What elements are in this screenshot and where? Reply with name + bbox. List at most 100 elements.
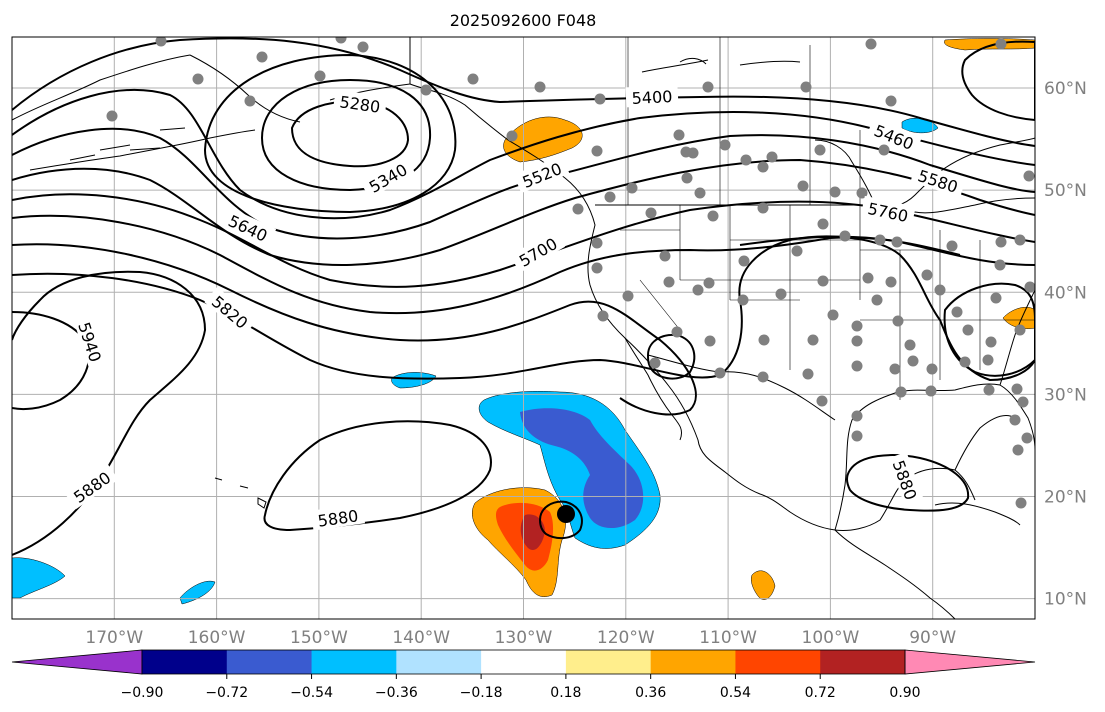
station-marker [594,93,606,105]
colorbar-label: −0.72 [205,685,248,701]
colorbar-segment [820,650,906,674]
station-marker [244,95,256,107]
station-marker [692,284,704,296]
colorbar-upper-extend [904,649,1036,675]
station-marker [990,292,1002,304]
station-marker [885,276,897,288]
latitude-label: 40°N [1044,283,1087,303]
contour-5880-north-east [961,40,1035,122]
station-marker [702,81,714,93]
longitude-label: 160°W [188,628,246,648]
hurricane-center-marker [557,505,575,523]
station-marker [758,334,770,346]
station-marker [757,202,769,214]
station-marker [862,272,874,284]
cuba [934,502,1021,526]
positive-anomaly-east [1002,307,1035,329]
station-marker [926,363,938,375]
longitude-label: 150°W [290,628,348,648]
southeast-coast [954,415,1016,471]
longitude-label: 100°W [802,628,860,648]
contour-5880-gulf [846,454,970,512]
station-marker [707,210,719,222]
station-marker [1011,383,1023,395]
station-marker [663,276,675,288]
station-marker [871,294,883,306]
station-marker [892,315,904,327]
contour-label-background [625,84,679,108]
station-marker [687,147,699,159]
contour-label-background [204,286,257,336]
station-marker [829,186,841,198]
station-marker [626,182,638,194]
latitude-label: 60°N [1044,79,1087,99]
station-marker [604,191,616,203]
station-marker [719,139,731,151]
station-marker [800,81,812,93]
station-marker [856,187,868,199]
colorbar-label: −0.18 [460,685,503,701]
station-marker [645,207,657,219]
longitude-label: 130°W [495,628,553,648]
station-marker [839,230,851,242]
colorbar-segment [226,650,313,674]
longitude-labels: 170°W 160°W 150°W 140°W 130°W 120°W 110°W 100°W… [85,628,956,648]
station-marker [985,336,997,348]
colorbar-label: 0.90 [889,685,920,701]
station-marker [817,218,829,230]
longitude-label: 90°W [909,628,956,648]
contour-5880-pacific [263,420,492,532]
station-marker [895,386,907,398]
station-marker [889,363,901,375]
station-marker [622,290,634,302]
colorbar-label: −0.54 [290,685,333,701]
station-marker [925,385,937,397]
longitude-label: 120°W [597,628,655,648]
station-marker [816,395,828,407]
colorbar-label: −0.90 [121,685,164,701]
station-markers [106,37,1035,509]
station-marker [681,172,693,184]
station-marker [572,203,584,215]
colorbar-segment [650,650,736,674]
negative-anomaly-westedge [12,557,66,599]
station-marker [256,51,268,63]
positive-anomaly-canada [944,38,1035,51]
station-marker [591,237,603,249]
contour-5700 [12,214,961,315]
station-marker [757,161,769,173]
contour-label-background [64,463,119,510]
station-marker [851,320,863,332]
hudson-bay [814,137,1035,208]
station-marker [814,144,826,156]
station-marker [155,37,167,47]
plot-title: 2025092600 F048 [450,11,597,30]
station-marker [740,154,752,166]
contour-5460 [12,88,1035,220]
station-marker [959,356,971,368]
station-marker [1012,444,1024,456]
station-marker [1023,170,1035,182]
station-marker [907,355,919,367]
greenland-islands [641,57,801,73]
central-america [834,529,956,619]
station-marker [192,73,204,85]
latitude-label: 50°N [1044,181,1087,201]
colorbar-label: 0.72 [805,685,836,701]
station-marker [994,259,1006,271]
contour-label-background [513,155,570,194]
station-marker [1014,234,1026,246]
latitude-label: 10°N [1044,590,1087,610]
graticule [12,37,1035,619]
longitude-label: 110°W [699,628,757,648]
station-marker [827,309,839,321]
contour-label-background [509,229,566,273]
colorbar-segment [481,650,567,674]
contour-5880-small-us [646,334,696,380]
station-marker [874,234,886,246]
colorbar: −0.90 −0.72 −0.54 −0.36 −0.18 0.18 0.36 0.54 0.7… [11,649,1036,701]
colorbar-segment [311,650,397,674]
north-america-west-coast [409,37,836,531]
station-marker [694,187,706,199]
station-marker [1015,497,1027,509]
